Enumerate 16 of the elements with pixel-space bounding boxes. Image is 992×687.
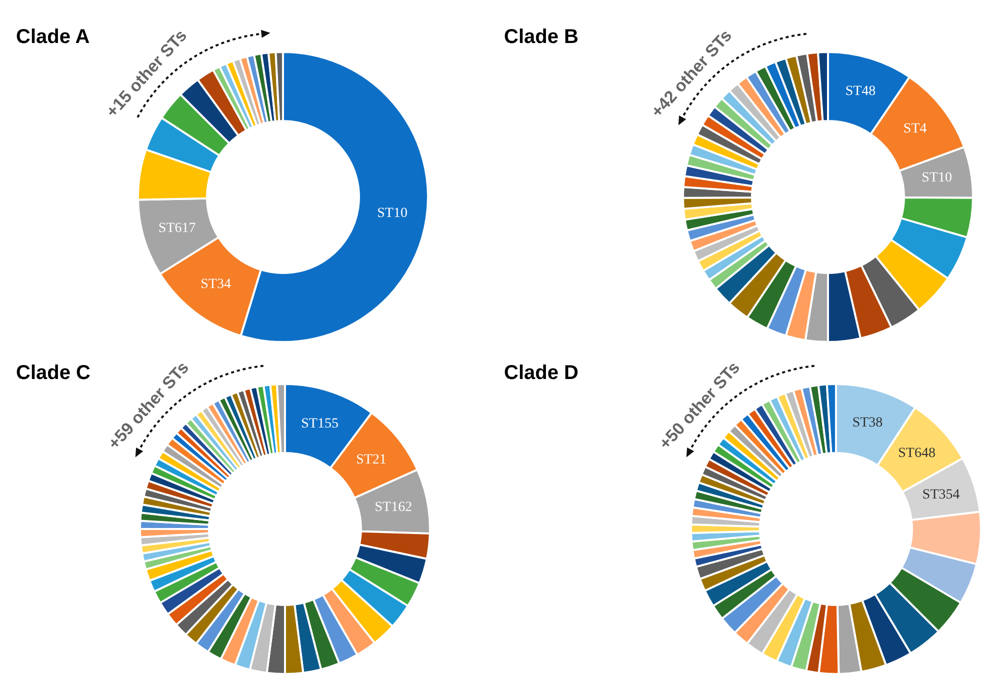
chart-title: Clade D: [504, 362, 578, 385]
slice-label: ST648: [898, 446, 936, 462]
slice-label: ST21: [356, 452, 386, 468]
slice-label: ST34: [200, 277, 231, 292]
chart-title: Clade A: [16, 26, 90, 49]
chart-title: Clade B: [504, 26, 578, 49]
slice-label: ST617: [158, 220, 196, 236]
slice-label: ST162: [374, 500, 412, 516]
slice-label: ST38: [852, 416, 883, 431]
chart-title: Clade C: [16, 362, 90, 385]
slice-label: ST155: [301, 416, 338, 432]
slice-label: ST354: [922, 487, 960, 502]
slice-label: ST10: [922, 170, 952, 186]
slice-label: ST48: [845, 84, 876, 99]
slice-label: ST4: [903, 122, 927, 136]
slice-label: ST10: [377, 206, 408, 221]
